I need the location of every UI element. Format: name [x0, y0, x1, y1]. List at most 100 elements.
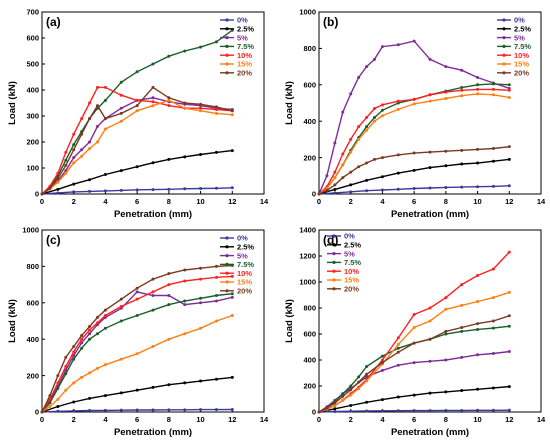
x-tick-label: 6 [135, 415, 139, 424]
data-point [373, 106, 376, 110]
legend-marker [502, 36, 506, 40]
data-point [56, 397, 60, 401]
data-point [476, 92, 480, 96]
y-tick-label: 500 [26, 60, 39, 69]
data-point [64, 372, 68, 376]
data-point [88, 101, 92, 105]
data-point [491, 326, 495, 330]
y-tick-label: 0 [35, 190, 39, 199]
data-point [396, 409, 400, 413]
data-point [380, 361, 384, 365]
x-tick-label: 8 [167, 197, 171, 206]
data-point [119, 297, 123, 301]
data-point [491, 386, 495, 390]
x-tick-label: 12 [228, 415, 236, 424]
legend-marker [332, 287, 336, 291]
chart-panel-1: 0 2 4 6 8 10 12 14 0 200 400 600 800 1000 Penetration … [284, 8, 546, 220]
data-point [460, 389, 464, 393]
y-axis-title: Load (kN) [7, 81, 18, 125]
legend-label: 0% [514, 16, 525, 25]
x-tick-label: 14 [537, 197, 546, 206]
data-point [88, 337, 92, 341]
legend-label: 20% [514, 69, 529, 78]
series-7_5pct [317, 324, 511, 414]
data-point [135, 286, 139, 290]
y-axis-title: Load (kN) [284, 299, 295, 343]
data-point [230, 314, 234, 318]
data-point [199, 408, 203, 412]
data-point [333, 187, 337, 191]
chart-panel-0: 0 2 4 6 8 10 12 14 0 100 200 300 400 500 600 700 Penetra… [7, 8, 269, 220]
data-point [103, 98, 107, 102]
data-point [88, 371, 92, 375]
data-point [476, 322, 480, 326]
legend-marker [225, 262, 229, 266]
data-point [88, 324, 92, 328]
data-point [396, 187, 400, 191]
data-point [230, 295, 234, 299]
legend-marker [225, 18, 229, 22]
x-tick-label: 14 [260, 197, 269, 206]
data-point [103, 394, 107, 398]
x-tick-label: 12 [505, 415, 513, 424]
data-point [119, 408, 123, 412]
data-point [96, 124, 99, 128]
data-point [444, 296, 448, 300]
data-point [199, 301, 203, 305]
data-point [214, 408, 218, 412]
legend-label: 20% [344, 285, 359, 294]
data-point [460, 68, 464, 72]
x-tick-label: 2 [72, 415, 76, 424]
data-point [444, 65, 448, 69]
data-point [341, 110, 345, 114]
data-point [491, 93, 495, 97]
data-point [151, 100, 155, 104]
data-point [396, 43, 400, 47]
data-point [167, 104, 171, 108]
data-point [167, 383, 171, 387]
data-point [491, 82, 495, 86]
data-point [119, 93, 123, 97]
y-tick-label: 600 [26, 34, 39, 43]
data-point [349, 137, 353, 141]
data-point [412, 409, 416, 413]
data-point [183, 101, 187, 105]
legend-label: 15% [237, 278, 252, 287]
legend-label: 2.5% [237, 243, 254, 252]
y-tick-label: 100 [26, 164, 39, 173]
legend-label: 7.5% [514, 42, 531, 51]
data-point [135, 98, 139, 102]
data-point [88, 409, 92, 413]
data-point [373, 57, 376, 61]
data-point [444, 149, 448, 153]
legend-label: 7.5% [237, 42, 254, 51]
data-point [103, 173, 107, 176]
series-line [41, 275, 233, 413]
data-point [365, 379, 369, 383]
data-point [135, 70, 139, 74]
data-point [476, 327, 480, 331]
data-point [56, 180, 60, 184]
data-point [56, 171, 60, 175]
series-5pct [317, 39, 511, 196]
y-tick-label: 200 [26, 138, 39, 147]
data-point [151, 290, 155, 294]
series-line [318, 315, 510, 413]
data-point [183, 303, 187, 307]
data-point [507, 96, 511, 100]
data-point [396, 171, 400, 175]
data-point [119, 391, 123, 395]
x-tick-label: 8 [167, 415, 171, 424]
plot-frame [41, 11, 265, 195]
data-point [380, 114, 384, 118]
data-point [88, 396, 92, 400]
data-point [444, 408, 448, 412]
data-point [428, 99, 432, 103]
data-point [214, 40, 218, 44]
data-point [325, 174, 329, 178]
data-point [151, 161, 155, 165]
data-point [199, 326, 203, 330]
legend-label: 15% [514, 60, 529, 69]
data-point [428, 186, 432, 190]
y-tick-label: 400 [303, 117, 316, 126]
